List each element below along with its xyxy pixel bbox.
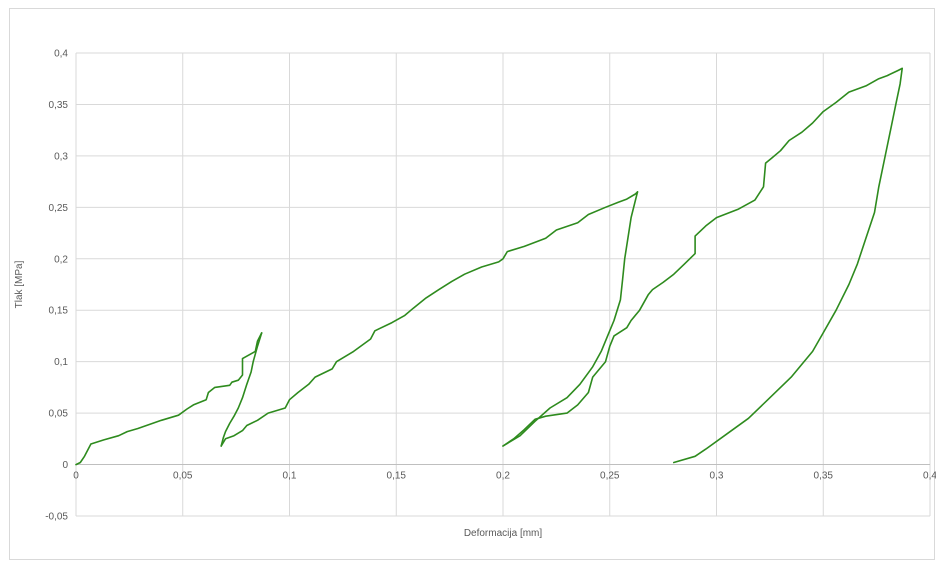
chart-frame: 0 0,05 0,1 0,15 0,2 0,25 0,3 0,35 0,4 -0,05 0 0,05…: [9, 8, 936, 560]
x-tick-label: 0,4: [923, 471, 936, 482]
y-tick-label: 0: [62, 460, 68, 471]
y-tick-label: 0,4: [54, 49, 68, 60]
series-line-5: [502, 67, 904, 447]
series-line-3: [220, 191, 639, 447]
x-tick-label: 0,2: [496, 471, 510, 482]
y-tick-label: 0,1: [54, 357, 68, 368]
y-tick-labels: -0,05 0 0,05 0,1 0,15 0,2 0,25 0,3 0,35 0,4: [45, 49, 68, 523]
x-tick-label: 0,05: [173, 471, 193, 482]
x-tick-labels: 0 0,05 0,1 0,15 0,2 0,25 0,3 0,35 0,4: [73, 471, 936, 482]
chart-svg: 0 0,05 0,1 0,15 0,2 0,25 0,3 0,35 0,4 -0,05 0 0,05…: [14, 49, 936, 540]
series-line-2: [220, 332, 263, 447]
y-tick-label: 0,05: [49, 409, 69, 420]
y-axis-label: Tlak [MPa]: [14, 260, 25, 308]
y-tick-label: 0,2: [54, 254, 68, 265]
series-line-6: [672, 67, 904, 464]
series-group: [75, 67, 904, 466]
series-line-4: [502, 191, 639, 447]
x-tick-label: 0: [73, 471, 79, 482]
x-tick-label: 0,25: [600, 471, 620, 482]
x-axis-label: Deformacija [mm]: [464, 528, 543, 539]
x-tick-label: 0,3: [710, 471, 724, 482]
x-tick-label: 0,35: [814, 471, 834, 482]
y-tick-label: 0,35: [49, 100, 69, 111]
y-tick-label: 0,3: [54, 151, 68, 162]
y-tick-label: 0,25: [49, 203, 69, 214]
x-tick-label: 0,15: [387, 471, 407, 482]
x-tick-label: 0,1: [283, 471, 297, 482]
y-tick-label: -0,05: [45, 512, 68, 523]
series-line-1: [75, 332, 263, 466]
y-tick-label: 0,15: [49, 306, 69, 317]
